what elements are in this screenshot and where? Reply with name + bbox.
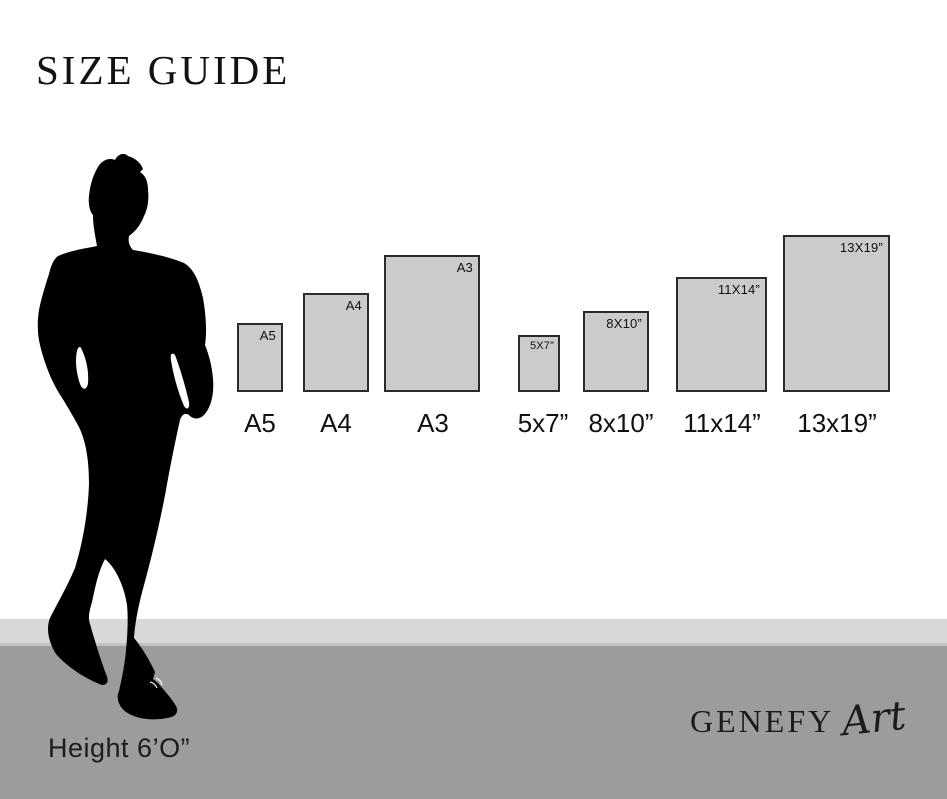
size-box-a3-tag: A3 <box>456 260 473 275</box>
size-box-8x10-tag: 8X10” <box>606 316 642 331</box>
size-box-13x19-tag: 13X19” <box>839 240 883 255</box>
brand-script: Art <box>839 692 909 746</box>
size-box-11x14-tag: 11X14” <box>717 282 760 297</box>
page-title: SIZE GUIDE <box>36 47 291 93</box>
size-box-a5: A5 <box>237 323 283 392</box>
size-box-11x14: 11X14” <box>676 277 767 392</box>
size-box-5x7-tag: 5X7” <box>529 340 554 352</box>
caption-8x10: 8x10” <box>588 408 654 438</box>
brand-wordmark: GENEFY <box>690 703 835 739</box>
size-box-13x19: 13X19” <box>783 235 890 392</box>
size-box-8x10: 8X10” <box>583 311 649 392</box>
size-box-a4: A4 <box>303 293 369 392</box>
height-label: Height 6’O” <box>48 733 191 763</box>
skirting-band <box>0 619 947 646</box>
caption-a5: A5 <box>244 408 276 438</box>
size-box-a4-tag: A4 <box>345 298 362 313</box>
size-box-a5-tag: A5 <box>259 328 276 343</box>
caption-5x7: 5x7” <box>517 408 569 438</box>
size-box-a3: A3 <box>384 255 480 392</box>
floor <box>0 646 947 799</box>
brand-logo: GENEFY Art <box>690 693 908 745</box>
caption-a3: A3 <box>417 408 449 438</box>
caption-13x19: 13x19” <box>797 408 877 438</box>
caption-11x14: 11x14” <box>683 408 761 438</box>
shoe-lace-detail <box>149 677 163 689</box>
caption-a4: A4 <box>320 408 352 438</box>
size-box-5x7: 5X7” <box>518 335 560 392</box>
